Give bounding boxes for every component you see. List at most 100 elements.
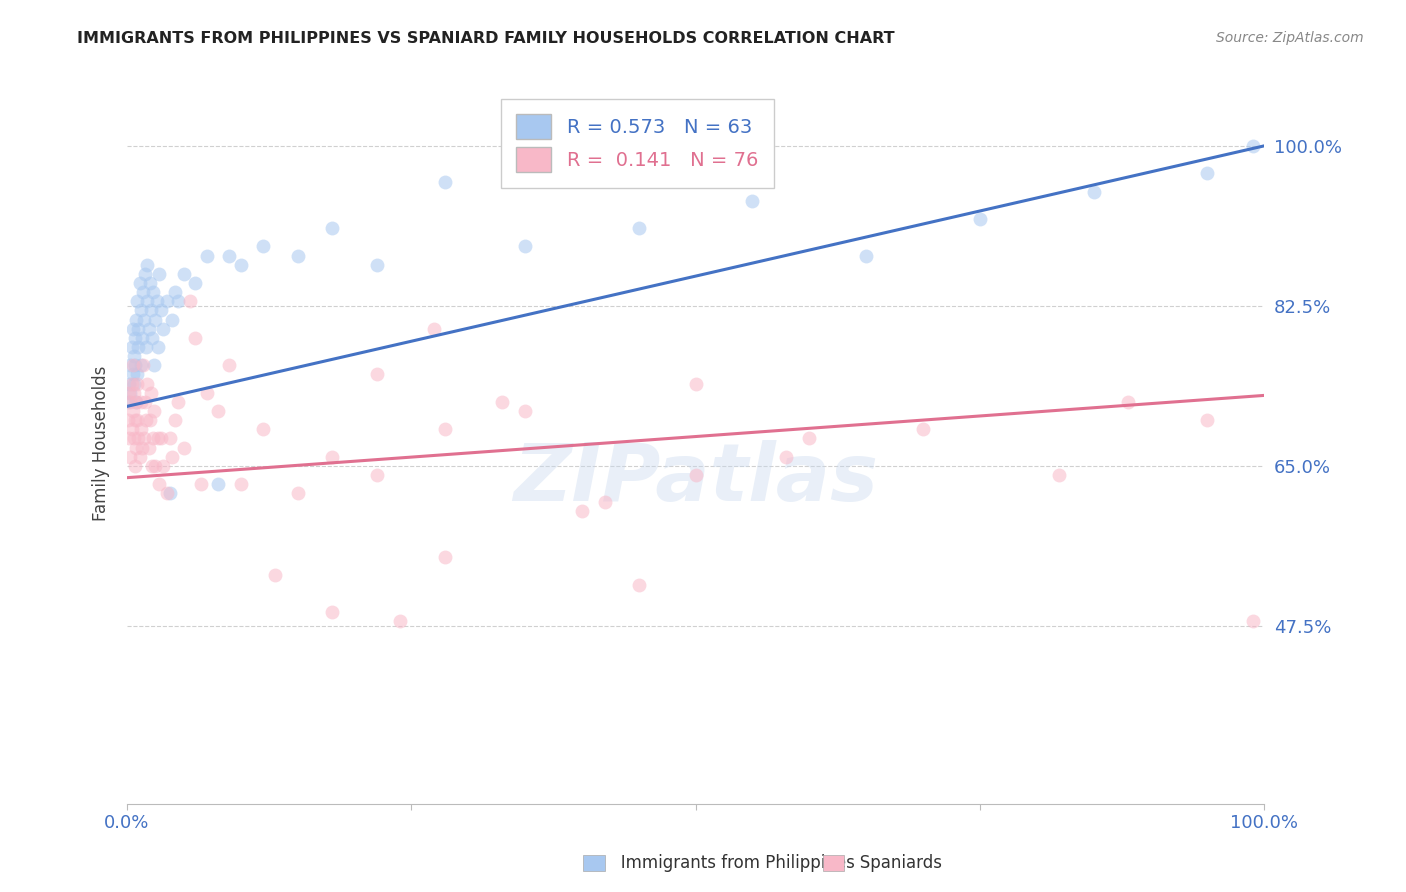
- Point: [120, 358, 142, 372]
- Point: [195, 385, 218, 400]
- Point: [121, 422, 143, 436]
- Point: [179, 294, 201, 309]
- Point: [263, 568, 285, 582]
- Point: [1197, 413, 1219, 427]
- Point: [118, 376, 141, 391]
- Point: [118, 431, 141, 445]
- Point: [117, 413, 139, 427]
- Point: [388, 614, 411, 628]
- Point: [167, 294, 190, 309]
- Point: [423, 321, 446, 335]
- Point: [124, 358, 146, 372]
- Point: [148, 267, 170, 281]
- Point: [127, 431, 149, 445]
- Point: [321, 605, 343, 619]
- Point: [121, 358, 143, 372]
- Point: [122, 349, 145, 363]
- Point: [1241, 614, 1264, 628]
- Point: [127, 368, 149, 382]
- Text: Immigrants from Philippines: Immigrants from Philippines: [605, 855, 855, 872]
- Point: [366, 368, 388, 382]
- Point: [139, 303, 162, 318]
- Point: [162, 312, 184, 326]
- Point: [146, 340, 169, 354]
- Point: [138, 413, 160, 427]
- Point: [366, 258, 388, 272]
- Point: [135, 340, 157, 354]
- Point: [775, 450, 797, 464]
- Point: [173, 267, 195, 281]
- Point: [167, 394, 190, 409]
- Point: [136, 258, 159, 272]
- Point: [366, 467, 388, 482]
- Point: [163, 413, 186, 427]
- Point: [132, 312, 155, 326]
- Point: [121, 321, 143, 335]
- Point: [136, 294, 159, 309]
- Point: [321, 450, 343, 464]
- Point: [434, 176, 457, 190]
- Point: [141, 331, 163, 345]
- Point: [184, 276, 207, 290]
- Point: [143, 358, 166, 372]
- Point: [120, 385, 142, 400]
- Point: [627, 221, 650, 235]
- Point: [121, 404, 143, 418]
- Point: [148, 477, 170, 491]
- Point: [122, 376, 145, 391]
- Point: [128, 450, 150, 464]
- Point: [150, 303, 173, 318]
- Point: [1197, 166, 1219, 180]
- Point: [129, 394, 152, 409]
- Text: IMMIGRANTS FROM PHILIPPINES VS SPANIARD FAMILY HOUSEHOLDS CORRELATION CHART: IMMIGRANTS FROM PHILIPPINES VS SPANIARD …: [77, 31, 896, 46]
- Point: [121, 376, 143, 391]
- Point: [1047, 467, 1070, 482]
- Point: [207, 404, 229, 418]
- Point: [1083, 185, 1105, 199]
- Text: Source: ZipAtlas.com: Source: ZipAtlas.com: [1216, 31, 1364, 45]
- Legend: R = 0.573   N = 63, R =  0.141   N = 76: R = 0.573 N = 63, R = 0.141 N = 76: [501, 99, 773, 187]
- Point: [152, 458, 174, 473]
- Point: [124, 413, 146, 427]
- Point: [252, 422, 274, 436]
- Point: [190, 477, 212, 491]
- Point: [513, 239, 536, 253]
- Point: [136, 376, 159, 391]
- Point: [911, 422, 934, 436]
- Point: [156, 486, 179, 500]
- Point: [142, 285, 165, 299]
- Point: [121, 340, 143, 354]
- Point: [145, 294, 167, 309]
- Point: [120, 394, 142, 409]
- Point: [163, 285, 186, 299]
- Point: [321, 221, 343, 235]
- Point: [128, 276, 150, 290]
- Point: [134, 267, 156, 281]
- Point: [195, 249, 218, 263]
- Point: [125, 394, 148, 409]
- Point: [229, 477, 252, 491]
- Point: [150, 431, 173, 445]
- Point: [159, 431, 181, 445]
- Point: [118, 385, 141, 400]
- Point: [127, 376, 149, 391]
- Point: [138, 441, 160, 455]
- Point: [156, 294, 179, 309]
- Y-axis label: Family Households: Family Households: [93, 365, 110, 521]
- Point: [132, 285, 155, 299]
- Point: [799, 431, 821, 445]
- Point: [134, 394, 156, 409]
- Point: [229, 258, 252, 272]
- Point: [434, 422, 457, 436]
- Point: [434, 550, 457, 565]
- Point: [143, 404, 166, 418]
- Point: [139, 385, 162, 400]
- Point: [593, 495, 616, 509]
- Point: [129, 422, 152, 436]
- Point: [513, 404, 536, 418]
- Point: [125, 441, 148, 455]
- Point: [124, 458, 146, 473]
- Point: [207, 477, 229, 491]
- Point: [125, 312, 148, 326]
- Point: [685, 376, 707, 391]
